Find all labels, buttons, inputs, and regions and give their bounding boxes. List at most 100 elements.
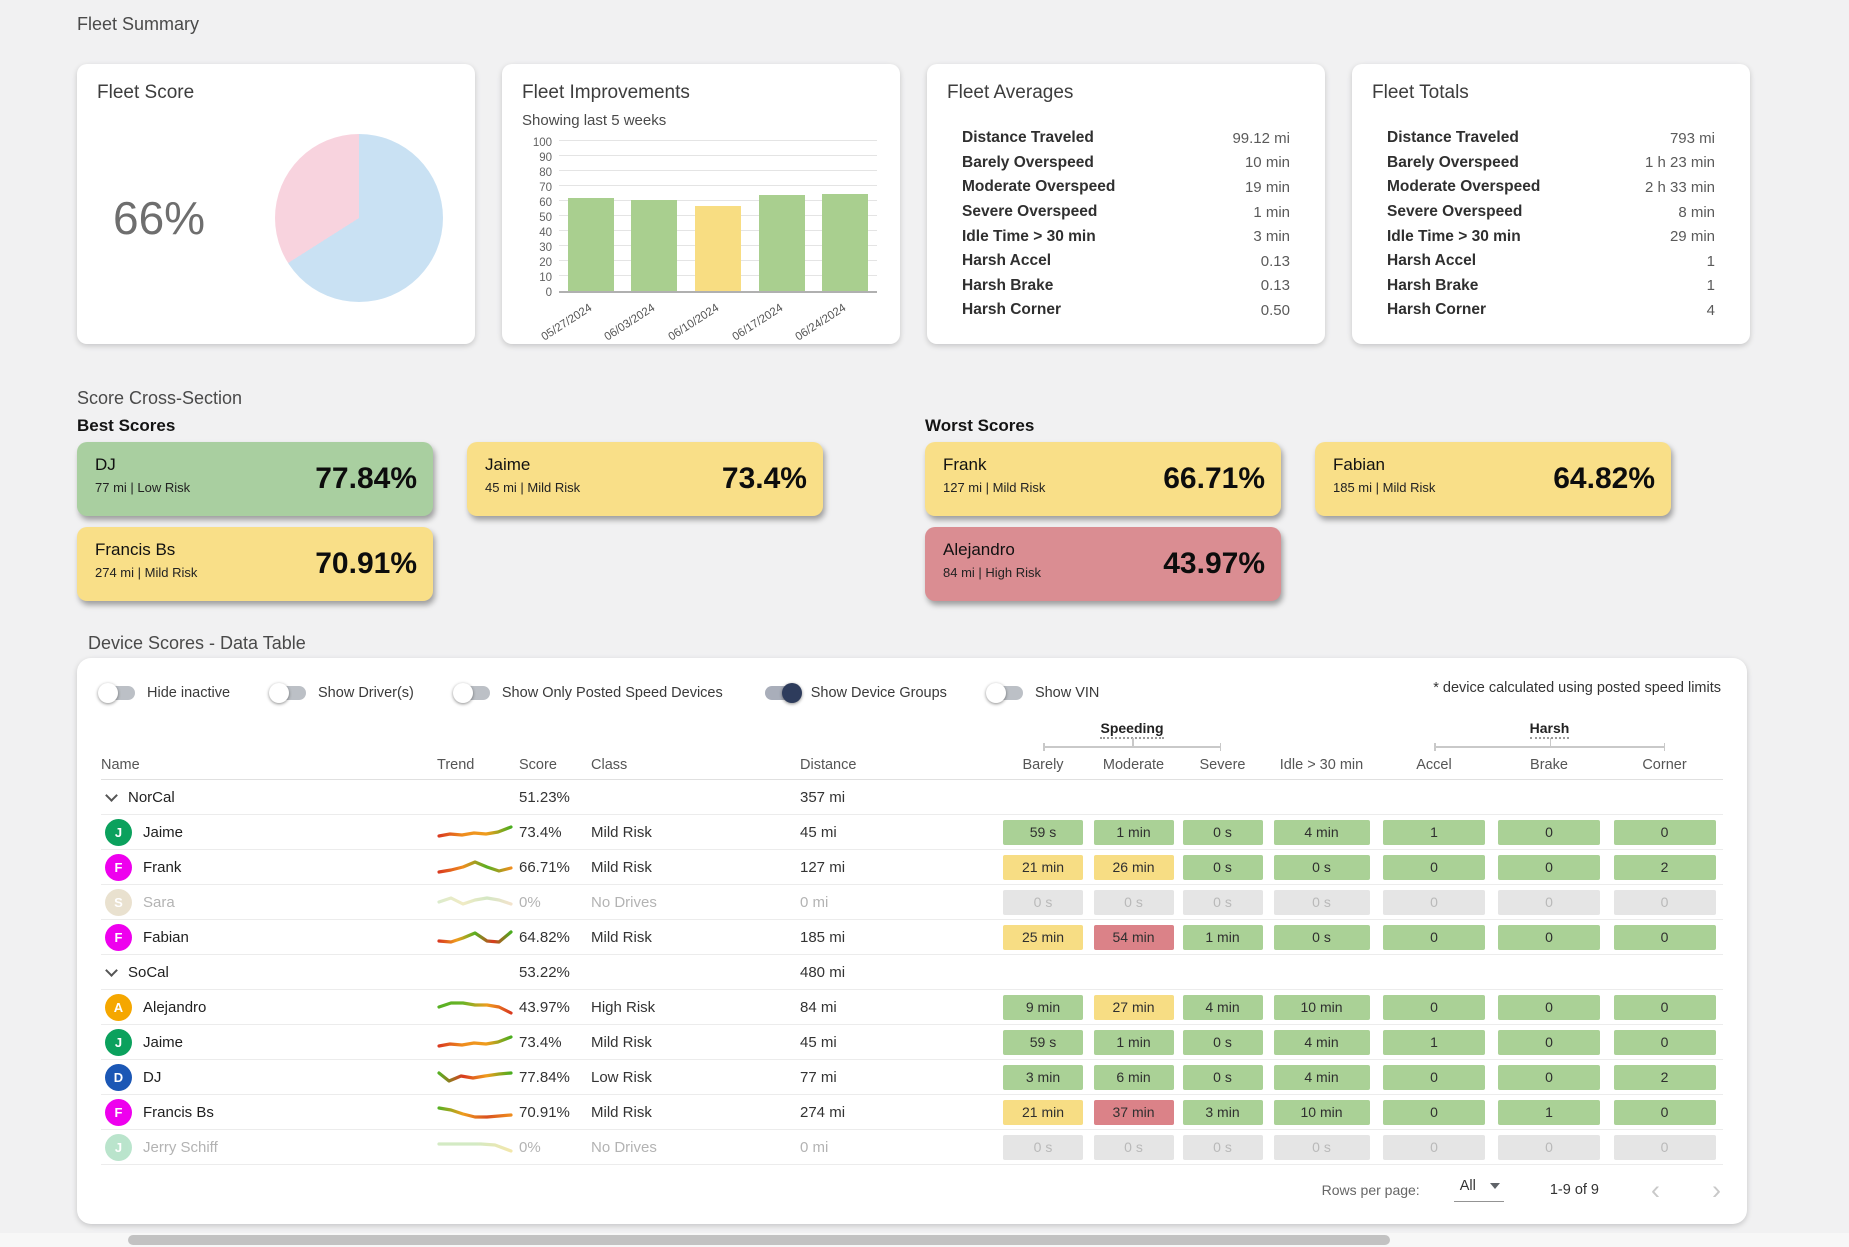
fleet-improvements-title: Fleet Improvements [522, 82, 690, 103]
device-name-cell: F Frank [101, 853, 437, 881]
table-row-alejandro[interactable]: A Alejandro 43.97% High Risk 84 mi 9 min 27 mi… [101, 990, 1723, 1025]
driver-name: Fabian [1333, 455, 1385, 474]
score-card-dj[interactable]: DJ 77 mi | Low Risk 77.84% [77, 442, 433, 516]
metric-pill: 0 [1498, 1064, 1600, 1090]
metric-pill: 1 min [1093, 819, 1174, 845]
horizontal-scrollbar-thumb[interactable] [128, 1235, 1390, 1245]
metric-label: Harsh Corner [962, 301, 1062, 319]
cross-section-title: Score Cross-Section [77, 388, 243, 408]
metric-cell-idle-30-min: 4 min [1267, 819, 1376, 845]
table-row-jaime[interactable]: J Jaime 73.4% Mild Risk 45 mi 59 s 1 min 0 s 4 m… [101, 815, 1723, 850]
metric-value: 1 min [1253, 203, 1290, 221]
device-name-cell: S Sara [101, 888, 437, 916]
trend-sparkline [437, 930, 513, 944]
metric-cell-brake: 0 [1492, 924, 1606, 950]
table-group-row-socal[interactable]: SoCal 53.22% 480 mi [101, 955, 1723, 990]
trend-cell [437, 1138, 519, 1156]
driver-score: 73.4% [721, 462, 807, 495]
device-name: DJ [143, 1068, 162, 1086]
metric-value: 0.13 [1260, 277, 1290, 295]
metric-pill: 2 [1613, 1064, 1716, 1090]
chevron-down-icon[interactable] [105, 788, 118, 802]
score-card-fabian[interactable]: Fabian 185 mi | Mild Risk 64.82% [1315, 442, 1671, 516]
toggle-hide-inactive[interactable]: Hide inactive [98, 683, 230, 703]
metric-pill: 0 [1498, 1134, 1600, 1160]
bar [822, 193, 869, 291]
table-row-jaime[interactable]: J Jaime 73.4% Mild Risk 45 mi 59 s 1 min 0 s 4 m… [101, 1025, 1723, 1060]
trend-sparkline [437, 825, 513, 838]
toggle-show-vin[interactable]: Show VIN [985, 683, 1099, 703]
metric-cell-barely: 0 s [997, 889, 1089, 915]
table-group-row-norcal[interactable]: NorCal 51.23% 357 mi [101, 780, 1723, 815]
metric-cell-brake: 0 [1492, 1134, 1606, 1160]
table-row-jerry-schiff[interactable]: J Jerry Schiff 0% No Drives 0 mi 0 s 0 s 0 s 0 s… [101, 1130, 1723, 1165]
driver-name: Alejandro [943, 540, 1015, 559]
dropdown-caret-icon [1489, 1183, 1500, 1189]
x-tick-label: 05/27/2024 [539, 301, 595, 344]
metric-value: 8 min [1678, 203, 1715, 221]
score-cell: 43.97% [519, 998, 570, 1016]
toggle-track [985, 683, 1023, 703]
score-card-francis-bs[interactable]: Francis Bs 274 mi | Mild Risk 70.91% [77, 527, 433, 601]
next-page-button[interactable]: › [1712, 1175, 1721, 1205]
metric-row: Harsh Brake 0.13 [962, 274, 1290, 299]
y-tick-label: 10 [539, 272, 552, 284]
fleet-totals-list: Distance Traveled 793 mi Barely Overspeed 1… [1372, 126, 1730, 323]
table-row-dj[interactable]: D DJ 77.84% Low Risk 77 mi 3 min 6 min 0 s 4 min… [101, 1060, 1723, 1095]
trend-sparkline [437, 1142, 513, 1153]
metric-value: 99.12 mi [1232, 129, 1290, 147]
rows-per-page-select[interactable]: All [1453, 1178, 1504, 1202]
toggle-show-only-posted-speed-devices[interactable]: Show Only Posted Speed Devices [452, 683, 723, 703]
class-cell: No Drives [591, 893, 657, 911]
prev-page-button[interactable]: ‹ [1651, 1175, 1660, 1205]
table-column-headers: Name Trend Score Class Distance Barely Moderat… [101, 754, 1723, 780]
toggle-label: Show Driver(s) [318, 685, 414, 701]
metric-cell-accel: 0 [1376, 1134, 1492, 1160]
metric-cell-barely: 9 min [997, 994, 1089, 1020]
column-header-accel: Accel [1416, 756, 1452, 773]
chevron-down-icon[interactable] [105, 963, 118, 977]
driver-score: 77.84% [315, 462, 417, 495]
driver-meta: 45 mi | Mild Risk [485, 480, 581, 495]
metric-cell-severe: 4 min [1178, 994, 1267, 1020]
toggle-track [452, 683, 490, 703]
metric-pill: 0 [1383, 924, 1485, 950]
table-row-francis-bs[interactable]: F Francis Bs 70.91% Mild Risk 274 mi 21 min 37… [101, 1095, 1723, 1130]
metric-cell-moderate: 27 min [1089, 994, 1178, 1020]
driver-name: Francis Bs [95, 540, 176, 559]
avatar: F [105, 1098, 132, 1126]
metric-cell-barely: 59 s [997, 819, 1089, 845]
gridline [559, 170, 877, 171]
speeding-label: Speeding [1100, 720, 1164, 739]
column-header-idle-30-min: Idle > 30 min [1279, 756, 1364, 773]
metric-pill: 0 s [1182, 854, 1263, 880]
trend-cell [437, 928, 519, 946]
fleet-totals-title: Fleet Totals [1372, 82, 1469, 103]
pagination-range: 1-9 of 9 [1549, 1182, 1599, 1198]
table-row-frank[interactable]: F Frank 66.71% Mild Risk 127 mi 21 min 26 min 0… [101, 850, 1723, 885]
score-card-jaime[interactable]: Jaime 45 mi | Mild Risk 73.4% [467, 442, 823, 516]
class-cell: Mild Risk [591, 823, 652, 841]
y-tick-label: 0 [545, 287, 552, 299]
metric-pill: 4 min [1273, 1029, 1370, 1055]
y-tick-label: 70 [539, 182, 552, 194]
device-name: Frank [143, 858, 182, 876]
metric-row: Idle Time > 30 min 3 min [962, 224, 1290, 249]
device-name: Alejandro [143, 998, 207, 1016]
toggle-show-device-groups[interactable]: Show Device Groups [764, 683, 947, 703]
toggle-show-driver-s[interactable]: Show Driver(s) [269, 683, 414, 703]
score-card-alejandro[interactable]: Alejandro 84 mi | High Risk 43.97% [925, 527, 1281, 601]
score-card-frank[interactable]: Frank 127 mi | Mild Risk 66.71% [925, 442, 1281, 516]
toggle-track [764, 683, 802, 703]
table-row-fabian[interactable]: F Fabian 64.82% Mild Risk 185 mi 25 min 54 min… [101, 920, 1723, 955]
metric-cell-brake: 1 [1492, 1099, 1606, 1125]
metric-pill: 59 s [1003, 819, 1083, 845]
metric-label: Distance Traveled [1387, 129, 1519, 147]
metric-row: Idle Time > 30 min 29 min [1387, 224, 1715, 249]
metric-row: Moderate Overspeed 19 min [962, 175, 1290, 200]
class-cell: Mild Risk [591, 928, 652, 946]
metric-pill: 21 min [1003, 854, 1083, 880]
y-tick-label: 30 [539, 242, 552, 254]
metric-label: Harsh Brake [962, 276, 1054, 294]
